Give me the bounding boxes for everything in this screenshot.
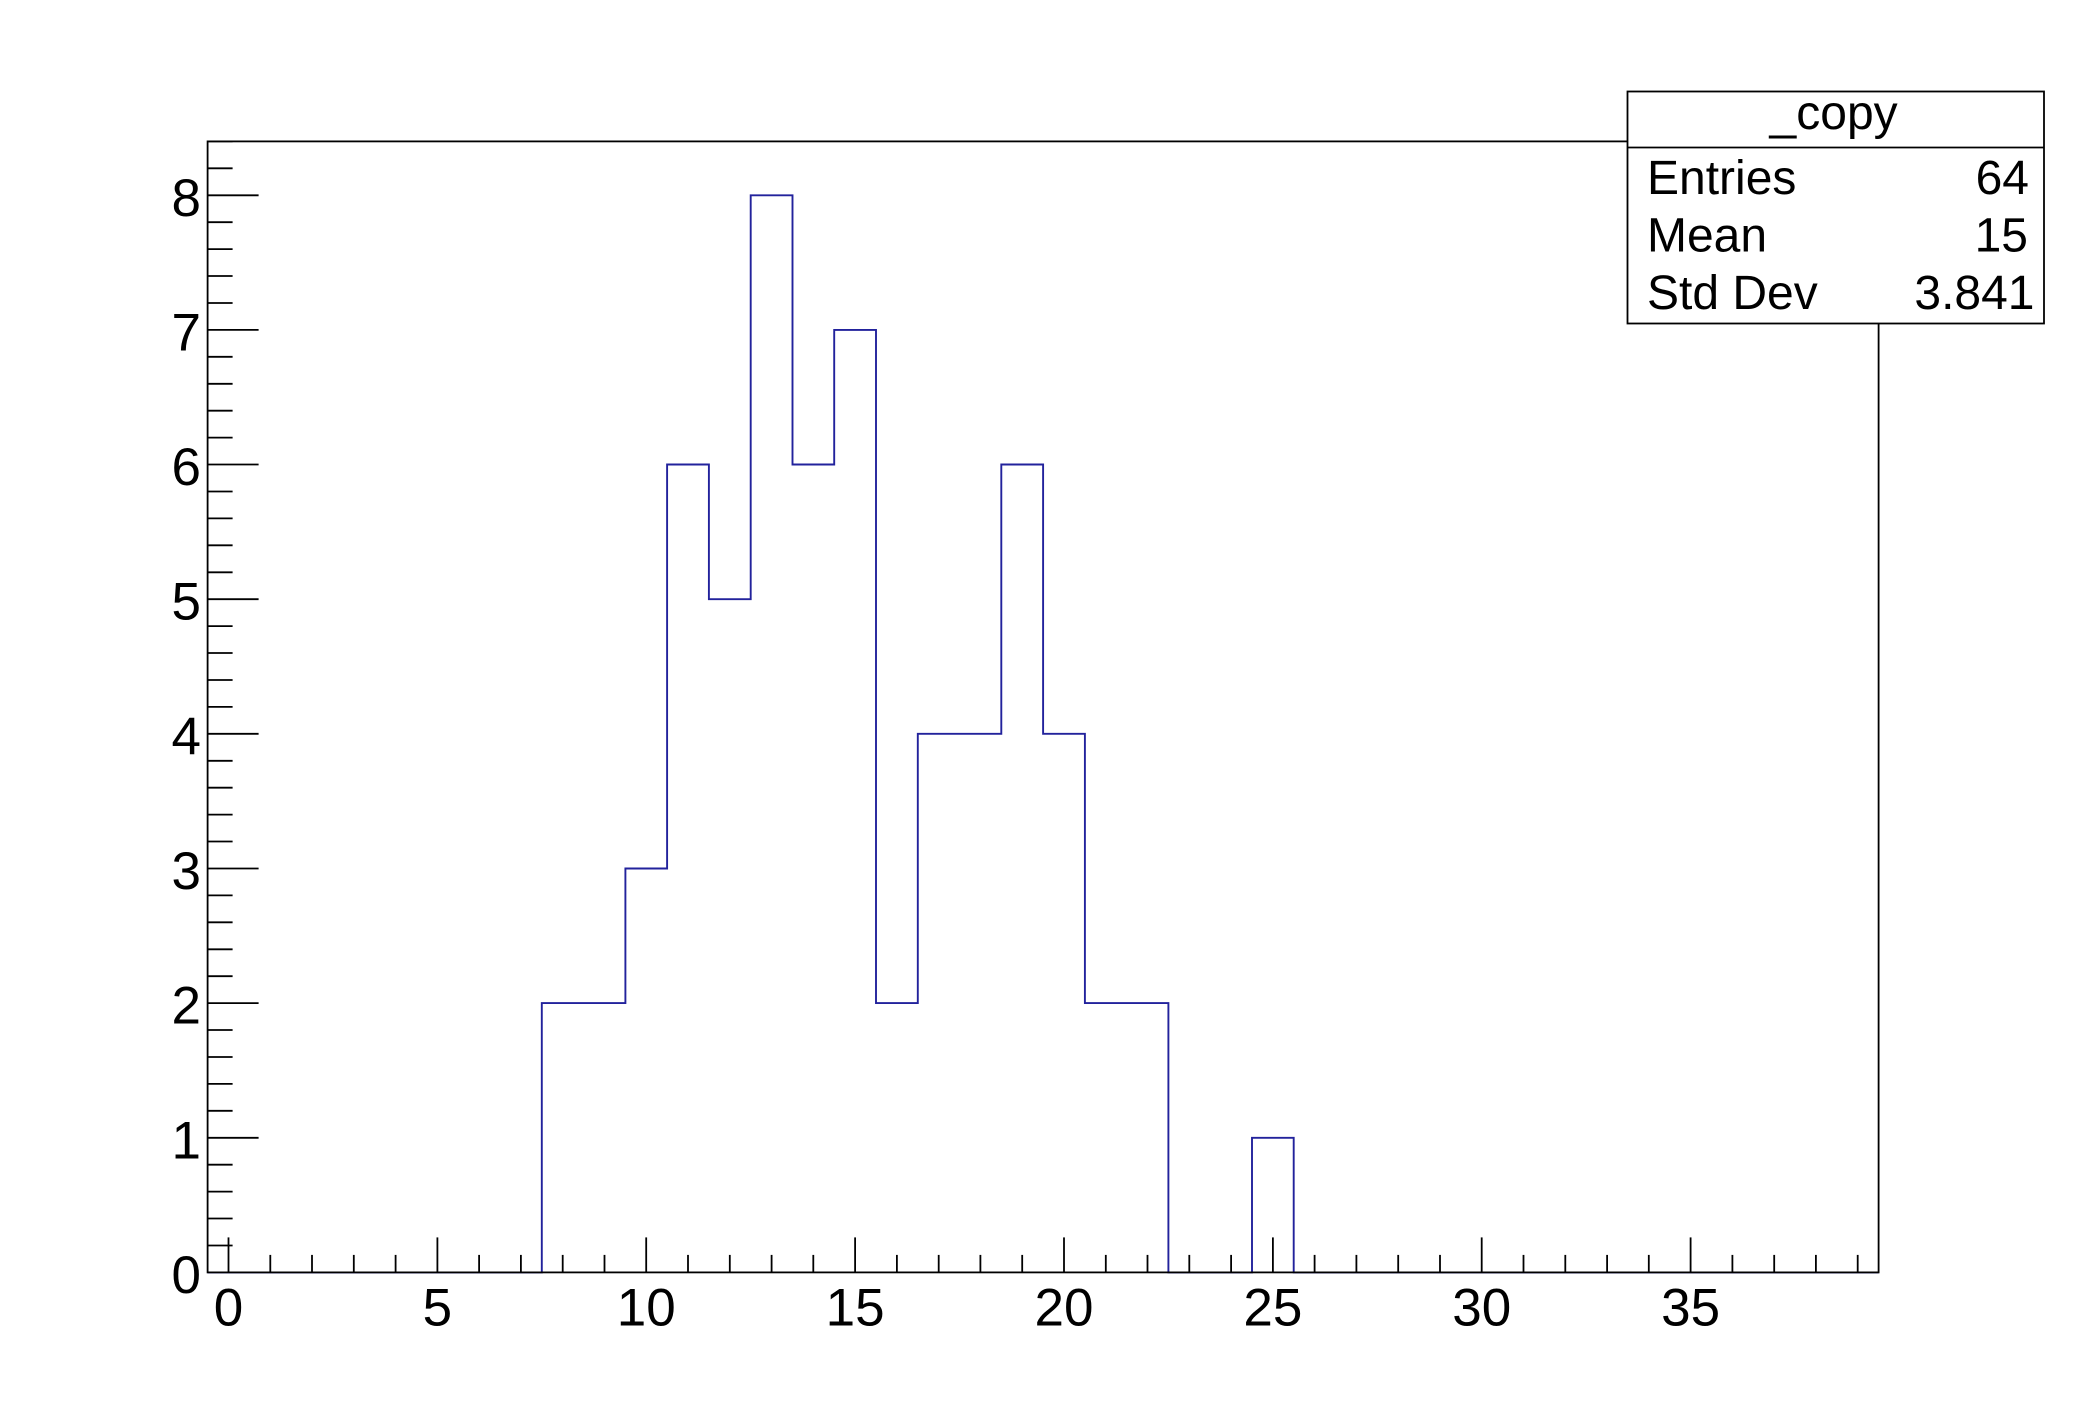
svg-text:4: 4 bbox=[172, 707, 201, 766]
svg-text:Entries: Entries bbox=[1647, 152, 1796, 205]
svg-text:15: 15 bbox=[1975, 210, 2028, 263]
svg-text:_copy: _copy bbox=[1769, 87, 1898, 140]
svg-text:Mean: Mean bbox=[1647, 210, 1767, 263]
svg-text:0: 0 bbox=[214, 1279, 243, 1338]
svg-text:0: 0 bbox=[172, 1246, 201, 1305]
svg-text:35: 35 bbox=[1661, 1279, 1720, 1338]
svg-text:6: 6 bbox=[172, 438, 201, 497]
svg-text:64: 64 bbox=[1976, 152, 2029, 205]
svg-text:1: 1 bbox=[172, 1111, 201, 1170]
svg-text:5: 5 bbox=[423, 1279, 452, 1338]
svg-text:7: 7 bbox=[172, 303, 201, 362]
svg-text:2: 2 bbox=[172, 977, 201, 1036]
svg-text:3: 3 bbox=[172, 842, 201, 901]
svg-text:3.841: 3.841 bbox=[1914, 267, 2034, 320]
svg-text:8: 8 bbox=[172, 169, 201, 228]
svg-text:30: 30 bbox=[1452, 1279, 1511, 1338]
svg-text:5: 5 bbox=[172, 573, 201, 632]
svg-text:20: 20 bbox=[1035, 1279, 1094, 1338]
svg-text:25: 25 bbox=[1243, 1279, 1302, 1338]
svg-text:15: 15 bbox=[826, 1279, 885, 1338]
svg-text:10: 10 bbox=[617, 1279, 676, 1338]
svg-text:Std Dev: Std Dev bbox=[1647, 267, 1818, 320]
